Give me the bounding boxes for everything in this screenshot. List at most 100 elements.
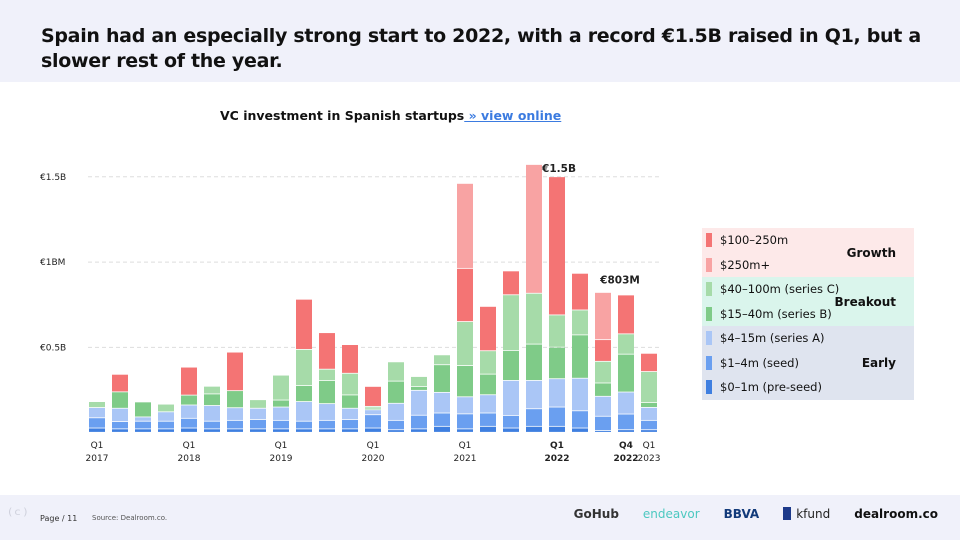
x-tick-year: 2022 [544,454,569,464]
bar-segment [641,430,657,432]
bar-segment [319,420,335,429]
bar-segment [319,380,335,404]
dealroom-logo: dealroom.co [854,507,938,521]
bar-segment [319,369,335,381]
bar-segment [549,379,565,407]
bar-segment [296,401,312,421]
bar-segment [549,177,565,315]
gohub-logo: GoHub [573,507,619,521]
bar-segment [434,426,450,432]
bar-segment [480,351,496,374]
bar-segment [526,164,542,293]
bar-segment [503,428,519,432]
bar-segment [572,273,588,310]
bar-segment [181,367,197,395]
x-tick-quarter: Q1 [367,441,380,451]
x-tick-quarter: Q1 [91,441,104,451]
bar-segment [503,380,519,416]
legend-item: $100–250m [702,228,914,253]
bar-segment [227,429,243,432]
bar-segment [227,408,243,420]
bar-segment [342,429,358,432]
bar-segment [89,428,105,432]
bar-segment [296,429,312,432]
bar-segment [549,426,565,432]
bar-segment [618,354,634,392]
legend-item: $1–4m (seed) [702,351,914,376]
legend-group-label: Breakout [834,294,896,309]
bar-segment [89,418,105,428]
legend-label: $15–40m (series B) [720,306,832,321]
bar-segment [319,429,335,432]
bar-segment [112,408,128,422]
bar-segment [296,421,312,429]
bar-segment [135,429,151,432]
bar-segment [457,321,473,366]
bar-segment [480,374,496,395]
bar-segment [89,401,105,408]
bar-segment [480,426,496,432]
bar-segment [296,349,312,386]
bar-segment [618,430,634,432]
legend-label: $250m+ [720,257,771,272]
bar-segment [365,410,381,415]
bar-segment [227,352,243,391]
bbva-logo: BBVA [723,507,760,521]
bar-segment [204,394,220,406]
bar-segment [526,293,542,344]
bar-segment [204,386,220,394]
bar-segment [549,347,565,379]
legend-label: $40–100m (series C) [720,282,840,297]
bar-segment [296,299,312,349]
bar-segment [204,405,220,421]
bar-segment [388,430,404,432]
bar-segment [273,429,289,432]
bar-segment [250,400,266,408]
bar-segment [480,306,496,351]
bar-segment [457,183,473,268]
y-tick-label: €1BM [40,258,65,268]
bar-segment [181,418,197,428]
bar-segment [89,407,105,418]
bar-segment [342,419,358,429]
legend-item: $4–15m (series A) [702,326,914,351]
bar-segment [158,404,174,412]
bar-segment [365,415,381,428]
bar-segment [250,408,266,420]
bar-segment [618,295,634,334]
bar-segment [595,292,611,340]
bar-segment [480,413,496,426]
x-tick-year: 2017 [86,454,109,464]
bar-segment [158,429,174,432]
bar-segment [434,392,450,413]
legend-label: $4–15m (series A) [720,331,825,346]
legend-swatch [706,380,712,395]
bar-segment [434,355,450,365]
bar-segment [572,411,588,428]
legend-item: $250m+ [702,253,914,278]
bar-segment [618,414,634,430]
bar-segment [204,429,220,432]
bar-segment [227,391,243,408]
x-tick-quarter: Q4 [619,441,633,451]
x-tick-year: 2020 [362,454,385,464]
bar-segment [411,386,427,390]
bar-segment [388,362,404,381]
bar-segment [526,409,542,426]
legend-label: $100–250m [720,233,789,248]
bar-segment [595,416,611,431]
bar-segment [135,421,151,429]
source-note: Source: Dealroom.co. [92,514,168,522]
view-online-link[interactable]: » view online [464,108,562,123]
x-tick-quarter: Q1 [643,441,656,451]
bar-segment [388,403,404,420]
bar-segment [273,420,289,429]
endeavor-logo: endeavor [642,507,700,521]
stacked-bar-chart: €0.5B €1BM €1.5B Q1 2017 Q1 2018 Q1 2019 Q1 2020 Q1… [40,163,662,464]
bar-segment [526,344,542,381]
x-tick-quarter: Q1 [183,441,196,451]
bar-segment [572,378,588,411]
bar-segment [572,310,588,335]
bar-segment [204,421,220,429]
bar-segment [549,407,565,426]
